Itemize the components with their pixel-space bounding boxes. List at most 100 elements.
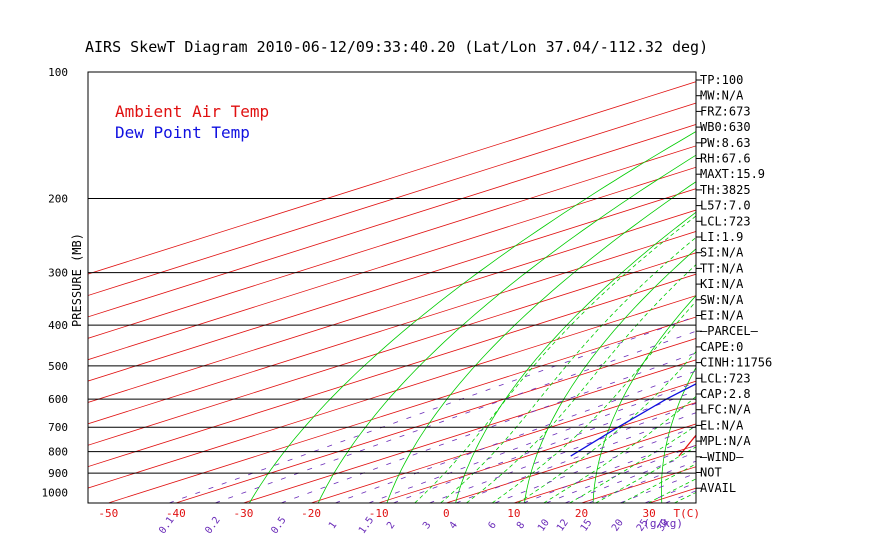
dry-adiabat-line <box>386 181 696 503</box>
legend: Ambient Air Temp Dew Point Temp <box>115 102 269 142</box>
isotherm-line <box>108 316 696 503</box>
bottom-temp-tick-label: 30 <box>642 507 655 520</box>
mixing-ratio-label: 10 <box>536 517 552 533</box>
panel-entry: MW:N/A <box>700 89 744 103</box>
mixing-ratio-line <box>393 390 696 503</box>
panel-entry: MPL:N/A <box>700 434 751 448</box>
bottom-temp-tick-label: 0 <box>443 507 450 520</box>
panel-entry: —WIND— <box>700 450 744 464</box>
bottom-temp-tick-label: -20 <box>301 507 321 520</box>
bottom-temp-tick-label: 10 <box>507 507 520 520</box>
mixing-ratio-line <box>455 412 696 503</box>
panel-entry: MAXT:15.9 <box>700 167 765 181</box>
dry-adiabat-line <box>661 366 696 503</box>
legend-entry: Ambient Air Temp <box>115 102 269 121</box>
mixing-ratio-label: 0.2 <box>203 515 222 536</box>
dry-adiabat-line <box>317 154 696 503</box>
mixing-ratio-label: 8 <box>515 520 527 531</box>
panel-entry: RH:67.6 <box>700 152 751 166</box>
panel-entry: CAPE:0 <box>700 340 743 354</box>
panel-entry: LFC:N/A <box>700 403 751 417</box>
isotherm-line <box>88 209 696 403</box>
isotherm-line <box>175 337 696 503</box>
isotherm-line <box>88 145 696 339</box>
dry-adiabat-line <box>592 295 696 503</box>
isotherm-line <box>88 188 696 382</box>
isotherm-line <box>88 81 696 275</box>
panel-entry: KI:N/A <box>700 277 744 291</box>
mixing-ratio-line <box>335 370 696 503</box>
mixing-ratio-line <box>214 330 696 503</box>
panel-entry: PW:8.63 <box>700 136 751 150</box>
x-axis-label: T(C) <box>674 507 701 520</box>
moist-adiabat-line <box>647 478 696 503</box>
bottom-temp-tick-label: -50 <box>98 507 118 520</box>
pressure-tick-label: 300 <box>48 267 68 280</box>
panel-entry: SI:N/A <box>700 246 744 260</box>
panel-entry: LCL:723 <box>700 371 751 385</box>
isotherm-line <box>88 102 696 296</box>
moist-adiabat-line <box>414 215 696 503</box>
mixing-ratio-label: 3 <box>421 520 433 531</box>
pressure-tick-label: 400 <box>48 319 68 332</box>
y-axis-label: PRESSURE (MB) <box>70 233 84 327</box>
panel-entry: SW:N/A <box>700 293 744 307</box>
isotherm-line <box>310 380 696 503</box>
panel-entry: WB0:630 <box>700 120 751 134</box>
mixing-ratio-label: 0.5 <box>269 515 288 536</box>
mixing-ratio-label: 20 <box>610 517 626 533</box>
bottom-temp-tick-label: 20 <box>575 507 588 520</box>
bottom-temp-tick-label: -40 <box>166 507 186 520</box>
isotherm-line <box>88 166 696 361</box>
mixing-ratio-label: 12 <box>555 517 571 533</box>
pressure-tick-label: 200 <box>48 193 68 206</box>
plot-frame <box>87 71 697 504</box>
legend-entry: Dew Point Temp <box>115 123 250 142</box>
dry-adiabat-line <box>792 75 870 503</box>
isotherm-line <box>446 423 696 503</box>
panel-entry: CAP:2.8 <box>700 387 751 401</box>
panel-entry: L57:7.0 <box>700 199 751 213</box>
isotherm-line <box>88 231 696 425</box>
mixing-ratio-label: 1 <box>327 520 339 531</box>
axes-layer <box>87 71 697 504</box>
mixing-ratio-line <box>644 482 696 503</box>
mixing-ratio-label: 4 <box>448 520 460 531</box>
chart-title: AIRS SkewT Diagram 2010-06-12/09:33:40.2… <box>85 38 708 56</box>
isotherm-line <box>88 252 696 446</box>
mixing-ratio-unit-label: (g/kg) <box>643 517 683 530</box>
isotherm-line <box>88 124 696 318</box>
mixing-ratio-line <box>494 426 696 503</box>
moist-adiabat-line <box>517 350 696 503</box>
isotherm-line <box>243 359 696 503</box>
bottom-temp-tick-label: -10 <box>369 507 389 520</box>
mixing-ratio-label: 6 <box>486 520 498 531</box>
panel-entry: TT:N/A <box>700 261 744 275</box>
dry-adiabat-line <box>524 248 696 503</box>
dry-adiabat-line <box>455 211 696 503</box>
panel-entry: LI:1.9 <box>700 230 743 244</box>
panel-entry: TP:100 <box>700 73 743 87</box>
mixing-ratio-line <box>168 315 696 503</box>
moist-adiabat-line <box>491 300 696 503</box>
moist-adiabat-line <box>543 395 696 503</box>
pressure-tick-label: 100 <box>48 66 68 79</box>
pressure-tick-label: 600 <box>48 393 68 406</box>
pressure-tick-label: 800 <box>48 446 68 459</box>
isotherm-line <box>88 295 696 489</box>
dewpoint-profile <box>570 383 696 457</box>
panel-entry: FRZ:673 <box>700 104 751 118</box>
isotherm-line <box>648 487 696 503</box>
panel-entry: —PARCEL— <box>700 324 759 338</box>
panel-entry: TH:3825 <box>700 183 751 197</box>
mixing-ratio-line <box>429 402 696 503</box>
dry-adiabat-line <box>854 75 870 503</box>
panel-entry: LCL:723 <box>700 214 751 228</box>
panel-entry: EL:N/A <box>700 418 744 432</box>
mixing-ratio-label: 2 <box>385 520 397 531</box>
panel-entry: EI:N/A <box>700 309 744 323</box>
panel-entry: AVAIL <box>700 481 736 495</box>
moist-adiabat-line <box>621 463 696 503</box>
